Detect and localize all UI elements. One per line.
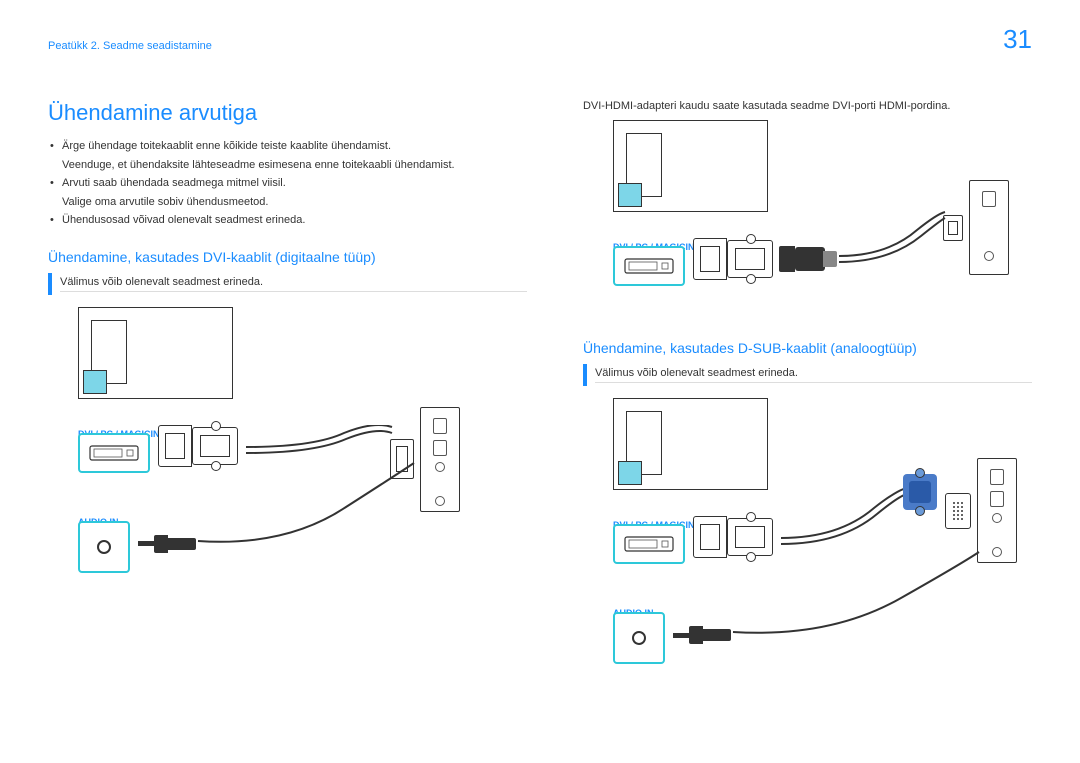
- main-heading: Ühendamine arvutiga: [48, 100, 527, 126]
- audio-cable-icon: [196, 457, 416, 557]
- pc-tower-icon: [977, 458, 1017, 563]
- pc-tower-icon: [420, 407, 460, 512]
- hdmi-adapter-icon: [779, 246, 837, 272]
- audio-port-box: [613, 612, 665, 664]
- dvi-port-icon: [624, 535, 674, 553]
- dvi-port-icon: [89, 444, 139, 462]
- monitor-back-icon: [613, 398, 768, 490]
- note-box: Välimus võib olenevalt seadmest erineda.: [583, 364, 1032, 386]
- dvi-hdmi-diagram: DVI / PC / MAGICINFO IN: [583, 120, 1032, 320]
- dvi-diagram: DVI / PC / MAGICINFO IN: [48, 307, 527, 647]
- dvi-port-box: [613, 524, 685, 564]
- bullet-item: Ühendusosad võivad olenevalt seadmest er…: [48, 212, 527, 229]
- bullet-subline: Veenduge, et ühendaksite lähteseadme esi…: [48, 157, 527, 174]
- dvi-connector: [693, 238, 773, 280]
- pc-tower-icon: [969, 180, 1009, 275]
- vga-socket-icon: [945, 493, 971, 529]
- dvi-port-box: [78, 433, 150, 473]
- bullet-list: Ärge ühendage toitekaablit enne kõikide …: [48, 138, 527, 229]
- dsub-diagram: DVI / PC / MAGICINFO IN: [583, 398, 1032, 718]
- note-text: Välimus võib olenevalt seadmest erineda.: [595, 367, 1032, 383]
- monitor-back-icon: [78, 307, 233, 399]
- chapter-label: Peatükk 2. Seadme seadistamine: [48, 40, 212, 52]
- note-text: Välimus võib olenevalt seadmest erineda.: [60, 276, 527, 292]
- page-number: 31: [1003, 24, 1032, 55]
- bullet-subline: Valige oma arvutile sobiv ühendusmeetod.: [48, 194, 527, 211]
- bullet-item: Arvuti saab ühendada seadmega mitmel vii…: [48, 175, 527, 192]
- audio-jack-connector: [673, 626, 731, 644]
- note-bar: [48, 273, 52, 295]
- bullet-item: Ärge ühendage toitekaablit enne kõikide …: [48, 138, 527, 155]
- cable-icon: [779, 488, 909, 548]
- monitor-back-icon: [613, 120, 768, 212]
- audio-port-box: [78, 521, 130, 573]
- dvi-port-icon: [624, 257, 674, 275]
- audio-cable-icon: [731, 548, 981, 648]
- intro-right-text: DVI-HDMI-adapteri kaudu saate kasutada s…: [583, 100, 1032, 112]
- cable-icon: [837, 210, 947, 270]
- dvi-port-box: [613, 246, 685, 286]
- dvi-section-title: Ühendamine, kasutades DVI-kaablit (digit…: [48, 249, 527, 265]
- note-box: Välimus võib olenevalt seadmest erineda.: [48, 273, 527, 295]
- pc-hdmi-side: [943, 180, 1009, 275]
- vga-connector: [903, 474, 937, 510]
- hdmi-socket-icon: [943, 215, 963, 241]
- note-bar: [583, 364, 587, 386]
- audio-jack-connector: [138, 535, 196, 553]
- dsub-section-title: Ühendamine, kasutades D-SUB-kaablit (ana…: [583, 340, 1032, 356]
